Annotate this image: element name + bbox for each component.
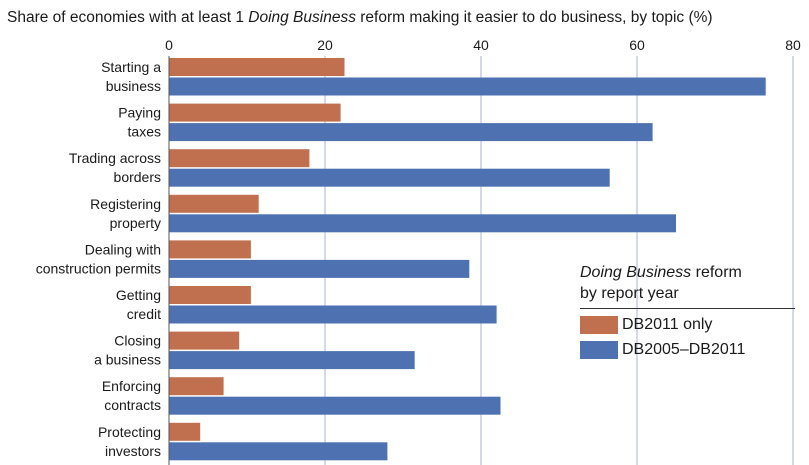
category-label-registering-property-line-1: property [110,215,161,231]
chart-title-prefix: Share of economies with at least 1 [7,9,249,26]
category-label-trading-across-borders-line-1: borders [114,169,161,185]
bar-enforcing-contracts-series-0 [169,377,224,396]
bar-closing-a-business-series-1 [169,351,415,370]
category-label-registering-property-line-0: Registering [90,196,161,212]
x-tick-label-20: 20 [317,37,333,53]
category-label-enforcing-contracts-line-0: Enforcing [102,378,161,394]
bar-dealing-with-construction-permits-series-1 [169,259,470,278]
legend-title-rest: reform [691,264,742,281]
bar-starting-a-business-series-1 [169,77,766,96]
chart-title-suffix: reform making it easier to do business, … [355,9,713,26]
bar-getting-credit-series-0 [169,286,251,304]
bar-protecting-investors-series-1 [169,442,388,461]
legend-item-db2005-2011: DB2005–DB2011 [580,341,795,359]
bar-trading-across-borders-series-1 [169,168,610,187]
bar-enforcing-contracts-series-1 [169,396,501,415]
category-label-starting-a-business-line-1: business [106,78,161,94]
category-label-getting-credit-line-0: Getting [116,287,161,303]
bar-registering-property-series-1 [169,214,676,233]
category-label-closing-a-business-line-1: a business [94,352,161,368]
legend-title-line2: by report year [580,285,679,302]
bar-paying-taxes-series-1 [169,123,653,142]
legend-swatch-db2005-2011 [580,341,618,359]
bar-registering-property-series-0 [169,194,259,213]
chart-title: Share of economies with at least 1 Doing… [7,9,713,27]
legend-title-italic: Doing Business [580,264,692,281]
x-tick-label-60: 60 [629,37,645,53]
x-tick-label-0: 0 [165,37,173,53]
legend-item-db2011: DB2011 only [580,316,795,334]
category-label-trading-across-borders-line-0: Trading across [69,150,161,166]
category-label-protecting-investors-line-1: investors [105,443,161,459]
legend-label-db2011: DB2011 only [622,316,713,333]
legend-label-db2005-2011: DB2005–DB2011 [622,341,746,358]
category-label-closing-a-business-line-0: Closing [114,333,161,349]
bar-getting-credit-series-1 [169,305,497,324]
category-label-starting-a-business-line-0: Starting a [101,59,161,75]
category-label-paying-taxes-line-1: taxes [128,124,161,140]
category-label-getting-credit-line-1: credit [127,306,161,322]
x-tick-label-40: 40 [473,37,489,53]
bar-dealing-with-construction-permits-series-0 [169,240,251,259]
bar-closing-a-business-series-0 [169,331,240,350]
category-label-dealing-with-construction-permits-line-1: construction permits [36,260,161,276]
category-label-paying-taxes-line-0: Paying [118,105,161,121]
category-label-enforcing-contracts-line-1: contracts [104,397,161,413]
chart-title-italic: Doing Business [248,9,356,26]
bar-protecting-investors-series-0 [169,422,201,441]
legend-swatch-db2011 [580,316,618,334]
legend: Doing Business reform by report year DB2… [580,262,795,359]
bar-starting-a-business-series-0 [169,58,345,76]
category-label-protecting-investors-line-0: Protecting [98,424,161,440]
legend-title: Doing Business reform by report year [580,262,795,309]
bar-trading-across-borders-series-0 [169,149,310,168]
x-tick-label-80: 80 [785,37,801,53]
bar-paying-taxes-series-0 [169,103,341,122]
category-label-dealing-with-construction-permits-line-0: Dealing with [85,241,161,257]
